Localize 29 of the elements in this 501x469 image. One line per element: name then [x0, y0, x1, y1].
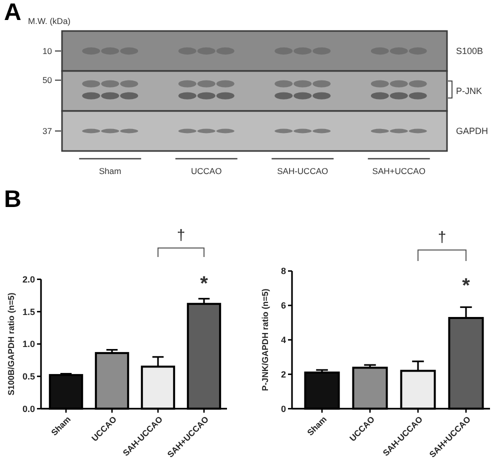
y-tick-label: 6: [280, 300, 286, 311]
y-tick-label: 0.0: [22, 404, 35, 414]
category-label: SAH-UCCAO: [277, 166, 329, 176]
y-tick-label: 0.5: [22, 372, 35, 382]
y-tick-label: 2: [280, 369, 286, 380]
text: †: [438, 229, 446, 246]
text: A: [4, 0, 22, 26]
category-label: SAH+UCCAO: [372, 166, 426, 176]
y-tick-label: 4: [280, 335, 286, 345]
category-label: GAPDH: [456, 126, 488, 136]
text: 37: [42, 126, 52, 136]
y-tick-label: 8: [280, 266, 286, 276]
text: 10: [42, 46, 52, 56]
y-tick-label: 1.0: [22, 339, 35, 350]
y-axis-title: P-JNK/GAPDH ratio (n=5): [260, 288, 270, 391]
text: 50: [42, 75, 52, 86]
y-tick-label: 1.5: [22, 306, 35, 317]
text: †: [176, 227, 186, 244]
category-label: P-JNK: [456, 86, 482, 96]
text: M.W. (kDa): [28, 16, 71, 26]
y-tick-label: 2.0: [22, 274, 35, 284]
annotation: *: [200, 273, 208, 295]
category-label: UCCAO: [191, 166, 222, 176]
category-label: Sham: [99, 166, 122, 176]
category-label: S100B: [456, 46, 484, 56]
y-tick-label: 0: [280, 404, 286, 414]
chart-title: B: [4, 186, 22, 213]
y-axis-title: S100B/GAPDH ratio (n=5): [6, 292, 16, 396]
annotation: *: [462, 275, 470, 297]
